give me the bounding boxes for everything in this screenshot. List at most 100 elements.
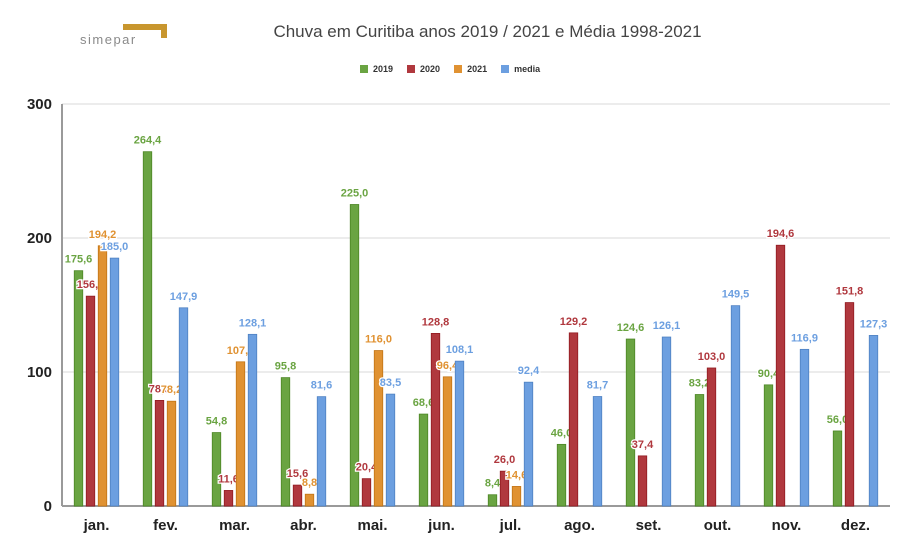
legend-item-2019: 2019	[360, 64, 393, 74]
bar-media-jul	[523, 381, 534, 507]
bar-2020-nov	[775, 244, 786, 507]
bar-media-jan	[109, 257, 120, 507]
data-label: 175,6	[65, 254, 93, 266]
bar-2019-jan	[73, 270, 84, 507]
data-label: 8,4	[485, 478, 501, 490]
data-label: 108,1	[446, 344, 474, 356]
legend: 2019 2020 2021 media	[360, 64, 540, 74]
data-label: 194,2	[89, 229, 117, 241]
data-label: 78,2	[161, 384, 182, 396]
bar-2019-set	[625, 338, 636, 507]
bar-2020-jul	[499, 470, 510, 507]
legend-item-2020: 2020	[407, 64, 440, 74]
bar-media-out	[730, 305, 741, 507]
data-label: 149,5	[722, 289, 750, 301]
legend-swatch	[501, 65, 510, 73]
data-label: 83,5	[380, 377, 401, 389]
data-label: 194,6	[767, 228, 795, 240]
data-label: 147,9	[170, 291, 198, 303]
data-label: 124,6	[617, 322, 645, 334]
bar-2021-jun	[442, 376, 453, 507]
data-label: 37,4	[632, 439, 654, 451]
x-category-label: jul.	[499, 517, 522, 534]
bar-2021-abr	[304, 493, 315, 507]
legend-item-2021: 2021	[454, 64, 487, 74]
data-label: 92,4	[518, 365, 540, 377]
x-category-label: out.	[704, 517, 732, 534]
data-label: 151,8	[836, 286, 864, 298]
bar-media-fev	[178, 307, 189, 507]
bar-media-mai	[385, 393, 396, 507]
bar-2019-mar	[211, 432, 222, 507]
logo-text: simepar	[80, 32, 137, 47]
legend-label: 2019	[373, 64, 394, 74]
data-label: 128,8	[422, 316, 450, 328]
data-label: 96,4	[437, 360, 459, 372]
legend-swatch	[454, 65, 463, 73]
bar-2020-out	[706, 367, 717, 507]
data-label: 20,4	[356, 462, 378, 474]
data-label: 129,2	[560, 316, 588, 328]
data-label: 83,2	[689, 378, 710, 390]
data-label: 225,0	[341, 188, 369, 200]
bar-2019-jul	[487, 494, 498, 507]
data-label: 78,8	[149, 383, 170, 395]
bar-2019-jun	[418, 413, 429, 507]
bar-media-mar	[247, 333, 258, 507]
bar-2020-jun	[430, 333, 441, 507]
y-tick-label: 300	[27, 96, 52, 113]
data-label: 56,0	[827, 414, 848, 426]
bar-2021-mai	[373, 350, 384, 507]
bar-media-nov	[799, 348, 810, 507]
bar-media-dez	[868, 335, 879, 507]
logo-accent-side	[161, 24, 167, 38]
data-label: 126,1	[653, 320, 681, 332]
data-label: 90,4	[758, 368, 780, 380]
x-category-label: set.	[636, 517, 662, 534]
bar-2019-ago	[556, 443, 567, 507]
data-label: 185,0	[101, 241, 129, 253]
x-category-label: nov.	[772, 517, 802, 534]
chart-title: Chuva em Curitiba anos 2019 / 2021 e Méd…	[273, 22, 702, 41]
legend-label: media	[514, 64, 541, 74]
data-label: 81,7	[587, 380, 608, 392]
bar-2020-dez	[844, 302, 855, 507]
x-category-label: fev.	[153, 517, 178, 534]
data-label: 46,0	[551, 427, 572, 439]
data-label: 116,9	[791, 332, 818, 344]
x-category-label: ago.	[564, 517, 595, 534]
y-tick-label: 200	[27, 230, 52, 247]
bar-media-set	[661, 336, 672, 507]
y-tick-label: 100	[27, 364, 52, 381]
bar-2020-abr	[292, 484, 303, 507]
data-label: 116,0	[365, 334, 392, 346]
bar-2019-mai	[349, 204, 360, 507]
data-label: 26,0	[494, 454, 515, 466]
data-label: 14,6	[506, 469, 527, 481]
x-category-label: mar.	[219, 517, 250, 534]
data-label: 103,0	[698, 351, 726, 363]
bar-media-ago	[592, 396, 603, 507]
bar-media-abr	[316, 396, 327, 507]
x-category-label: jan.	[83, 517, 110, 534]
bar-2019-fev	[142, 151, 153, 507]
bar-2021-fev	[166, 400, 177, 507]
data-label: 11,6	[218, 473, 239, 485]
legend-item-media: media	[501, 64, 540, 74]
x-category-label: mai.	[357, 517, 387, 534]
data-label: 264,4	[134, 135, 162, 147]
simepar-logo: simepar	[80, 24, 167, 47]
bar-2020-fev	[154, 400, 165, 507]
legend-label: 2020	[420, 64, 441, 74]
legend-label: 2021	[467, 64, 488, 74]
data-label: 8,8	[302, 477, 317, 489]
legend-swatch	[407, 65, 416, 73]
bar-2019-nov	[763, 384, 774, 507]
bar-2021-mar	[235, 361, 246, 507]
x-category-label: dez.	[841, 517, 870, 534]
bar-2021-jul	[511, 486, 522, 507]
data-label: 15,6	[287, 468, 308, 480]
data-label: 128,1	[239, 317, 267, 329]
data-label: 95,8	[275, 361, 296, 373]
